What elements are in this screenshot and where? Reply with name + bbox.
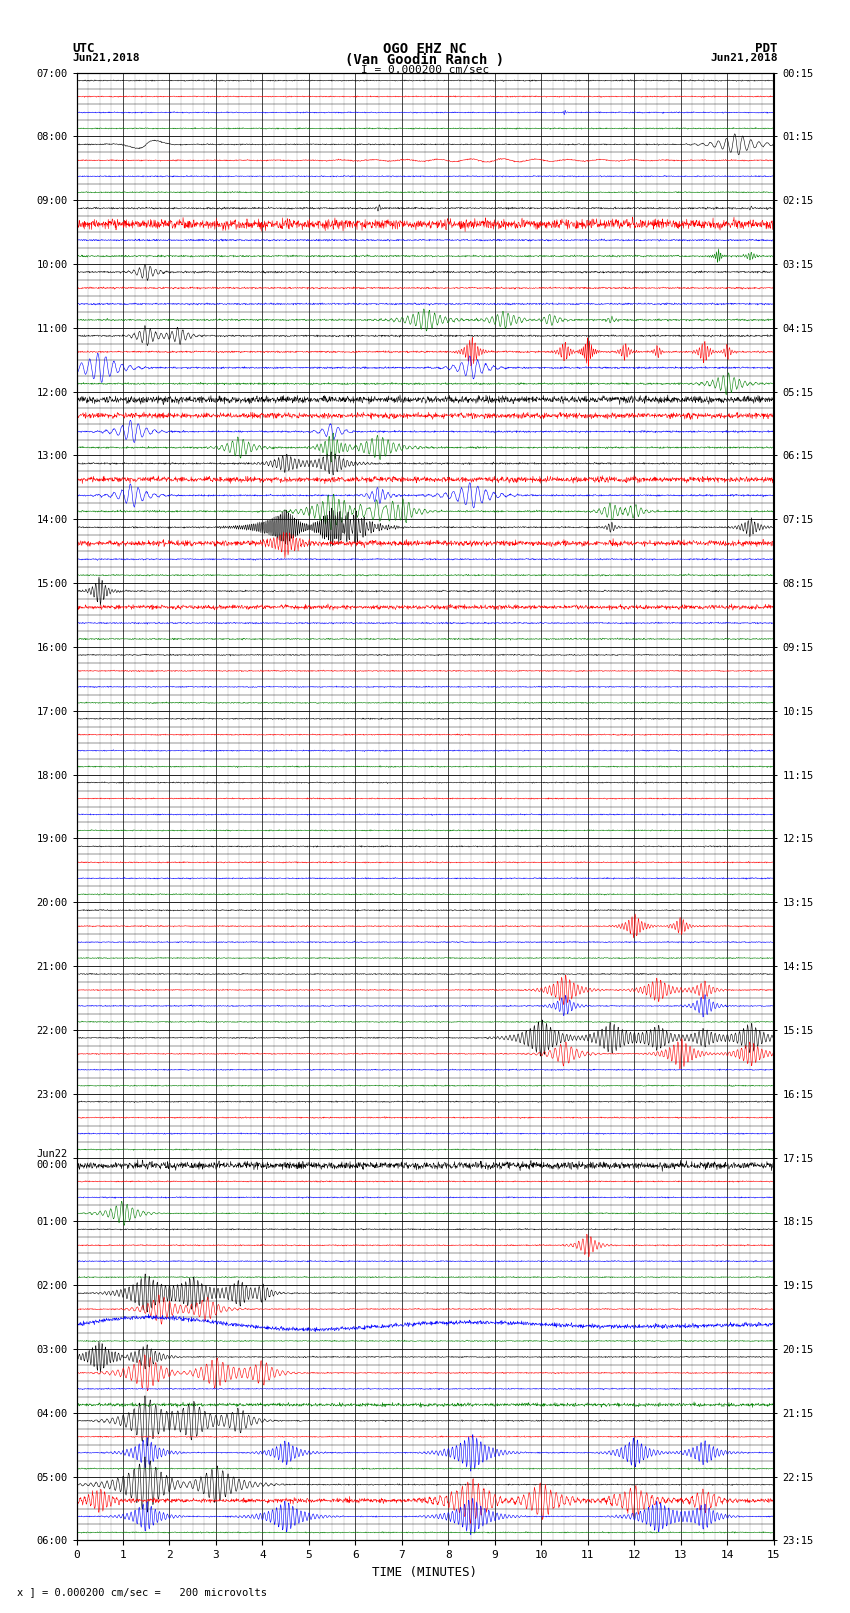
Text: I = 0.000200 cm/sec: I = 0.000200 cm/sec [361, 65, 489, 74]
Text: x ] = 0.000200 cm/sec =   200 microvolts: x ] = 0.000200 cm/sec = 200 microvolts [17, 1587, 267, 1597]
Text: Jun21,2018: Jun21,2018 [72, 53, 139, 63]
Text: UTC: UTC [72, 42, 94, 55]
Text: (Van Goodin Ranch ): (Van Goodin Ranch ) [345, 53, 505, 68]
X-axis label: TIME (MINUTES): TIME (MINUTES) [372, 1566, 478, 1579]
Text: Jun21,2018: Jun21,2018 [711, 53, 778, 63]
Text: PDT: PDT [756, 42, 778, 55]
Text: OGO EHZ NC: OGO EHZ NC [383, 42, 467, 56]
